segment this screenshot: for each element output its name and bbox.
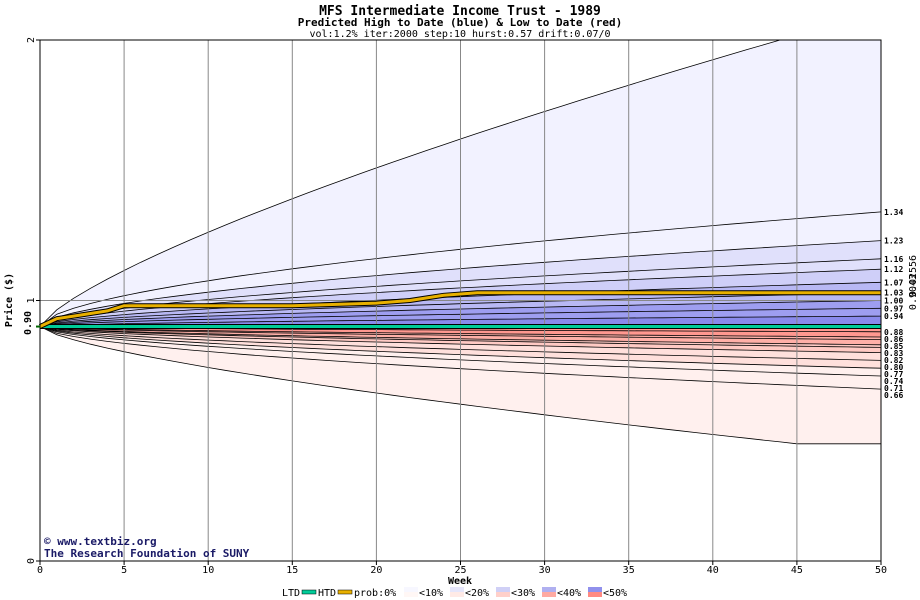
- x-tick-label: 40: [707, 565, 719, 576]
- legend-bin-swatch-red: [450, 592, 464, 597]
- legend-bin-swatch-blue: [450, 587, 464, 592]
- legend-bin-label: <40%: [557, 588, 581, 599]
- x-axis-label: Week: [448, 576, 472, 587]
- x-tick-label: 10: [202, 565, 214, 576]
- band-end-label: 0.88: [884, 328, 903, 337]
- band-end-label: 0.86: [884, 335, 903, 344]
- legend-bin-label: <10%: [419, 588, 443, 599]
- high-band: [40, 211, 881, 327]
- x-tick-label: 20: [370, 565, 382, 576]
- x-tick-label: 5: [121, 565, 127, 576]
- series-line-htd: [39, 291, 881, 328]
- band-end-label: 1.03: [884, 289, 903, 298]
- legend-bin-swatch-blue: [588, 587, 602, 592]
- legend-bin-label: <50%: [603, 588, 627, 599]
- band-end-label: 0.66: [884, 391, 903, 400]
- band-end-label: 1.16: [884, 255, 903, 264]
- band-end-label: 0.97: [884, 304, 903, 313]
- x-tick-label: 15: [286, 565, 298, 576]
- band-end-label: 1.23: [884, 237, 903, 246]
- x-tick-label: 50: [875, 565, 887, 576]
- band-end-label: 1.07: [884, 278, 903, 287]
- band-end-label: 1.00: [884, 297, 903, 306]
- right-value-ltd: 0.9043: [908, 274, 919, 310]
- low-band: [40, 326, 881, 340]
- band-end-label: 0.85: [884, 342, 903, 351]
- grid-lines: [40, 40, 881, 561]
- band-end-label: 0.71: [884, 384, 903, 393]
- right-value-htd: 0.02556: [908, 255, 919, 297]
- legend-bin-label: <20%: [465, 588, 489, 599]
- legend-bin-swatch-red: [496, 592, 510, 597]
- legend-bin-swatch-blue: [404, 587, 418, 592]
- band-end-label: 0.80: [884, 363, 903, 372]
- credit-org: The Research Foundation of SUNY: [44, 547, 250, 560]
- legend-ltd-swatch: [301, 589, 317, 595]
- legend-bin-swatch-red: [404, 592, 418, 597]
- x-ticks: 0 5 10 15 20 25 30 35 40 45 50: [37, 561, 887, 576]
- chart-params: vol:1.2% iter:2000 step:10 hurst:0.57 dr…: [309, 29, 610, 40]
- legend-bin-swatch-blue: [496, 587, 510, 592]
- band-end-label: 0.94: [884, 312, 903, 321]
- low-band: [40, 326, 881, 353]
- legend-bin-swatch-red: [542, 592, 556, 597]
- credit-site: © www.textbiz.org: [44, 535, 157, 548]
- legend-ltd-label: LTD: [282, 588, 300, 599]
- high-band: [40, 240, 881, 327]
- x-tick-label: 35: [623, 565, 635, 576]
- high-band: [40, 292, 881, 327]
- x-tick-label: 45: [791, 565, 803, 576]
- band-end-label: 0.82: [884, 356, 903, 365]
- legend-htd-label: HTD: [318, 588, 336, 599]
- band-end-label: 0.83: [884, 349, 903, 358]
- legend-bin-label: <30%: [511, 588, 535, 599]
- y-tick-label: 2: [26, 37, 37, 43]
- legend-bin-swatch-blue: [542, 587, 556, 592]
- chart-subtitle: Predicted High to Date (blue) & Low to D…: [298, 16, 623, 29]
- legend-prob-label: prob:0%: [354, 588, 396, 599]
- current-price-label: 0.90: [23, 311, 34, 335]
- y-axis-label: Price ($): [3, 273, 15, 327]
- band-end-labels: 1.34 1.23 1.161.12 1.07 1.031.000.970.94 0.88…: [884, 208, 903, 400]
- band-end-label: 1.34: [884, 208, 903, 217]
- low-band: [40, 326, 881, 390]
- legend: LTD HTD prob:0% <10% <20% <30% <40% <50%: [282, 587, 627, 599]
- chart-title: MFS Intermediate Income Trust - 1989: [319, 4, 601, 19]
- x-tick-label: 25: [454, 565, 466, 576]
- high-band: [40, 269, 881, 327]
- band-end-label: 0.74: [884, 377, 903, 386]
- low-band: [40, 326, 881, 361]
- y-ticks: 0 1 2: [26, 37, 40, 564]
- y-tick-label: 1: [26, 297, 37, 303]
- x-tick-label: 30: [539, 565, 551, 576]
- series-layer: [38, 290, 881, 329]
- band-end-label: 1.12: [884, 265, 903, 274]
- low-band: [40, 326, 881, 369]
- low-band: [40, 326, 881, 376]
- legend-htd-swatch: [337, 589, 353, 595]
- band-end-label: 0.77: [884, 370, 903, 379]
- high-band: [40, 258, 881, 327]
- legend-bin-swatch-red: [588, 592, 602, 597]
- x-tick-label: 0: [37, 565, 43, 576]
- y-tick-label: 0: [26, 558, 37, 564]
